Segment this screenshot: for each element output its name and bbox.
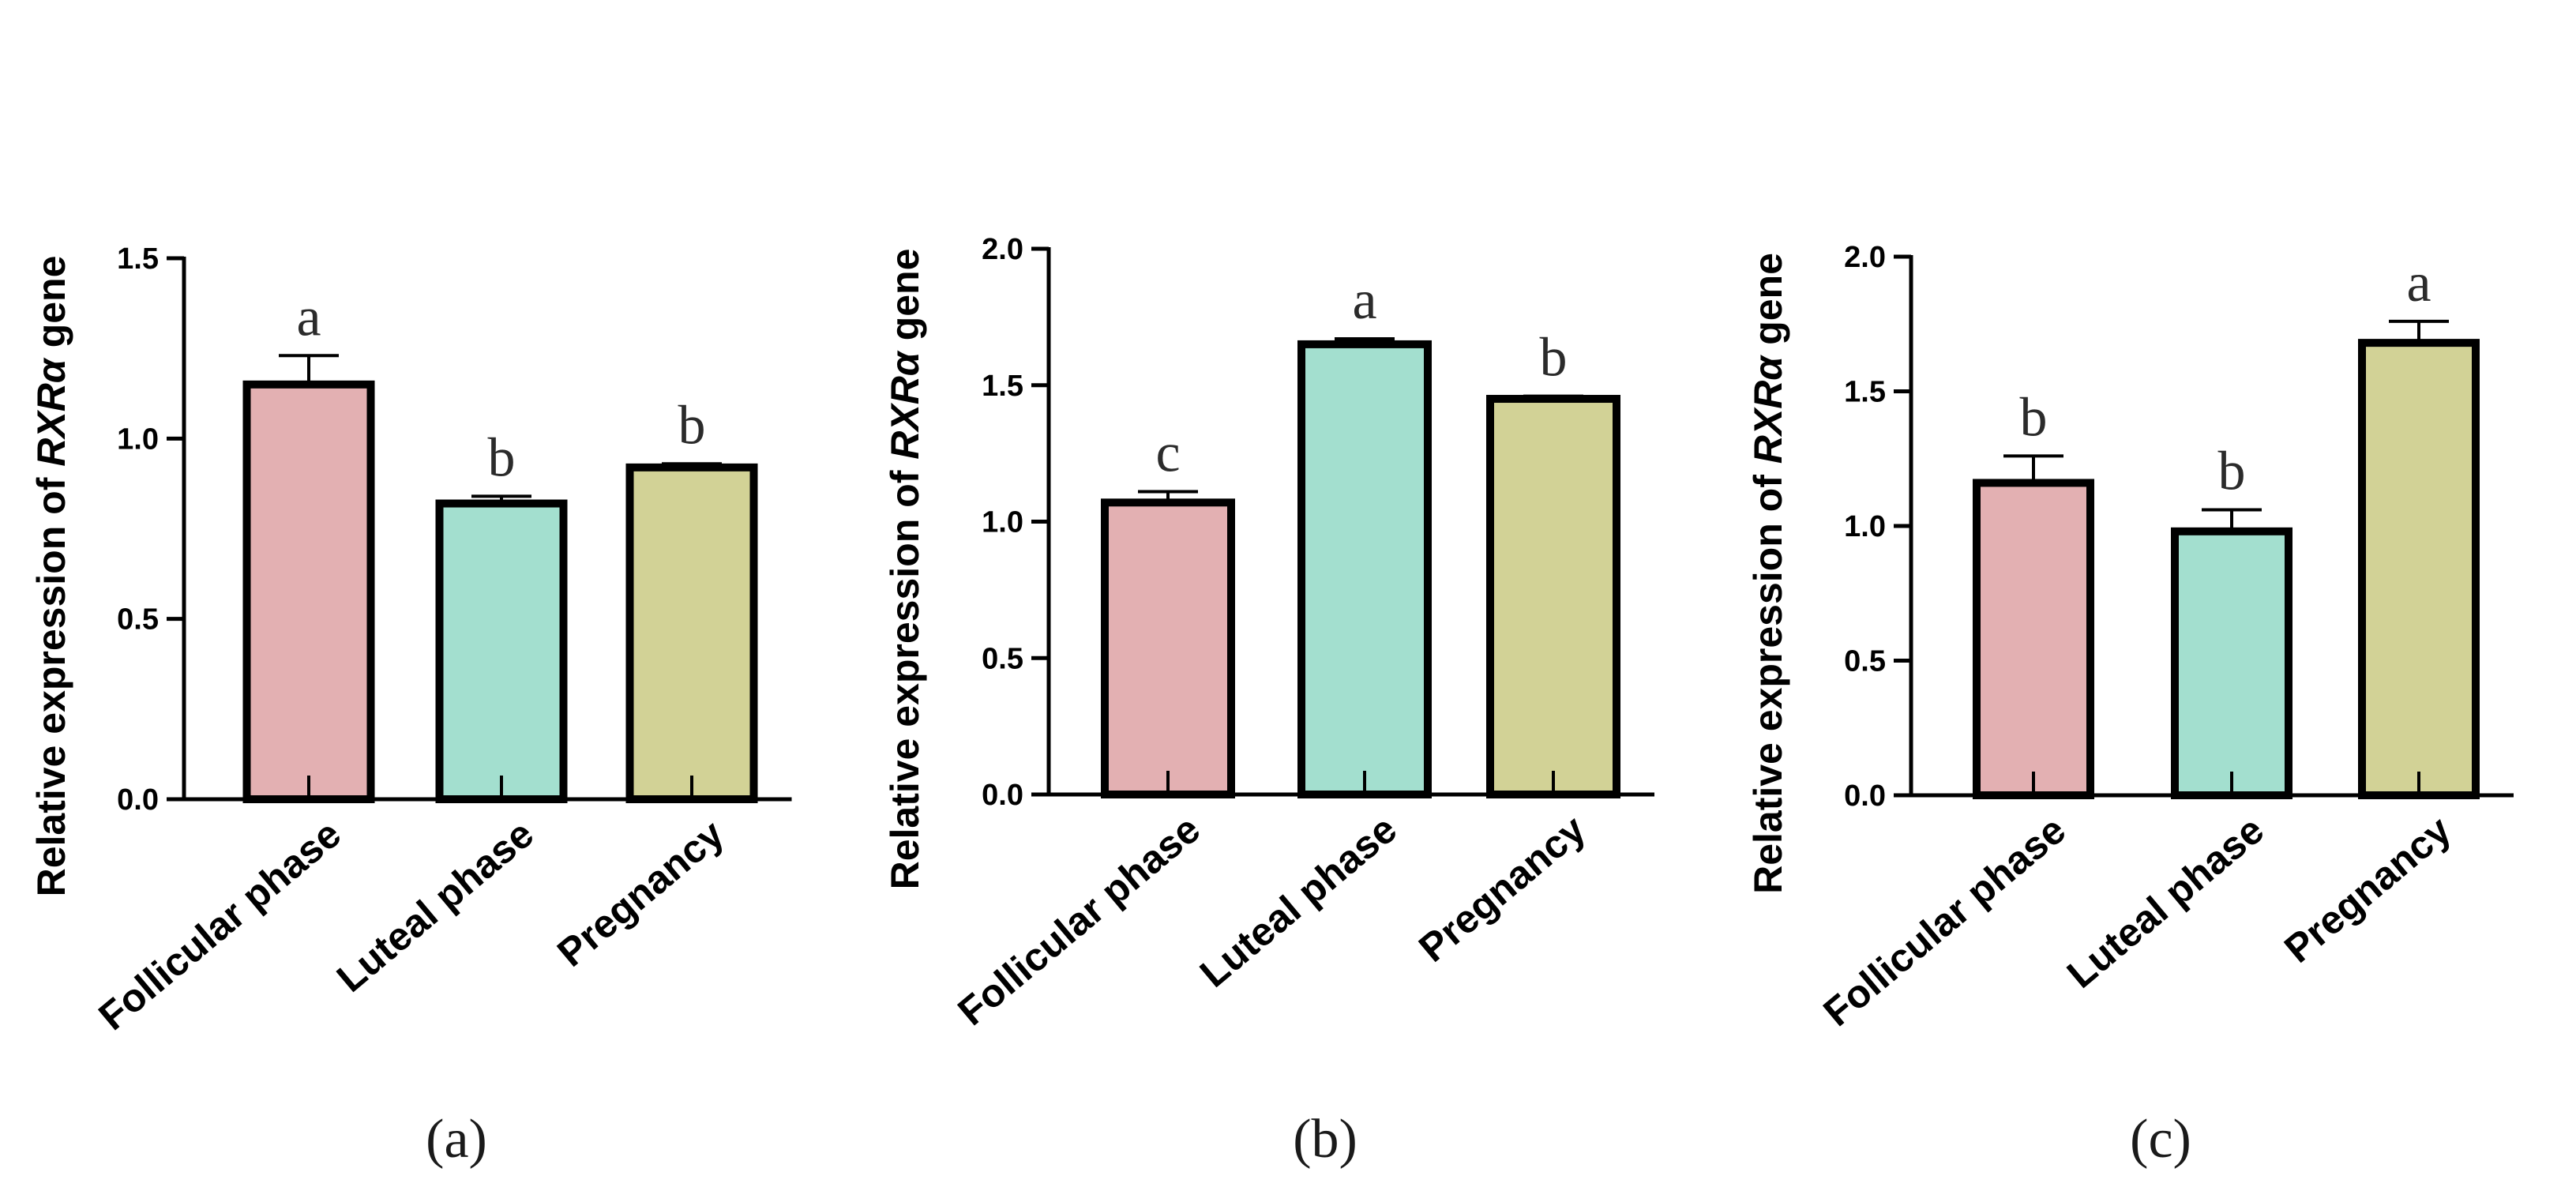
y-tick-label: 1.5 [117,242,159,276]
panel-label: (b) [1293,1109,1357,1170]
bar [435,499,568,803]
y-axis-label: Relative expression of RXRα gene [29,256,73,897]
y-tick-label: 2.0 [1844,241,1886,274]
y-tick-label: 1.0 [1844,510,1886,543]
y-tick-label: 1.0 [117,423,159,456]
y-axis-label-prefix: Relative expression of [1746,464,1790,894]
category-label: Pregnancy [549,811,732,975]
y-tick-label: 1.5 [1844,376,1886,409]
significance-letter: b [2020,387,2048,448]
category-label: Luteal phase [2059,808,2272,997]
y-axis-label-suffix: gene [883,249,927,352]
bar [1973,479,2094,799]
y-tick-label: 0.5 [1844,645,1886,678]
significance-letter: b [488,427,516,488]
y-tick-label: 0.0 [117,783,159,817]
y-axis-label: Relative expression of RXRα gene [883,249,927,890]
significance-letter: a [1352,270,1376,331]
y-axis-label-suffix: gene [1746,253,1790,356]
significance-letter: b [1540,328,1568,389]
category-label: Luteal phase [329,812,542,1001]
panel-label: (c) [2130,1109,2191,1170]
bar [2358,339,2480,799]
bar [242,380,375,804]
y-axis-label-prefix: Relative expression of [29,467,73,897]
y-tick-label: 1.5 [982,370,1023,403]
bar [1297,340,1432,798]
y-axis-label: Relative expression of RXRα gene [1746,253,1790,894]
significance-letter: a [296,287,321,347]
category-label: Luteal phase [1192,807,1405,996]
y-tick-label: 0.0 [982,779,1023,812]
y-tick-label: 0.5 [982,642,1023,675]
y-axis-label-prefix: Relative expression of [883,460,927,890]
bar [625,463,758,803]
y-axis-label-suffix: gene [29,256,73,359]
significance-letter: b [2218,441,2246,502]
category-label: Pregnancy [2276,807,2459,971]
y-axis-label-gene: RXRα [1746,355,1790,464]
category-label: Follicular phase [90,812,349,1039]
y-tick-label: 0.0 [1844,779,1886,813]
y-tick-label: 0.5 [117,603,159,637]
category-label: Follicular phase [1815,808,2074,1035]
chart-panel-a: 0.0 0.5 1.0 1.5 Relative expression of RXRα … [29,242,792,1170]
chart-panel-c: 0.0 0.5 1.0 1.5 2.0 Relative expression of RX… [1746,241,2514,1170]
bar [1486,395,1620,798]
y-axis-label-gene: RXRα [29,357,73,467]
panel-label: (a) [426,1109,487,1170]
significance-letter: b [678,395,706,456]
bar [2171,527,2292,799]
significance-letter: c [1155,423,1180,483]
y-tick-label: 1.0 [982,506,1023,539]
category-label: Follicular phase [949,807,1208,1035]
y-axis-label-gene: RXRα [883,350,927,460]
significance-letter: a [2406,253,2431,314]
category-label: Pregnancy [1410,806,1594,970]
chart-panel-b: 0.0 0.5 1.0 1.5 2.0 Relative expression of RX… [883,233,1654,1170]
y-tick-label: 2.0 [982,233,1023,266]
bar [1101,498,1235,798]
